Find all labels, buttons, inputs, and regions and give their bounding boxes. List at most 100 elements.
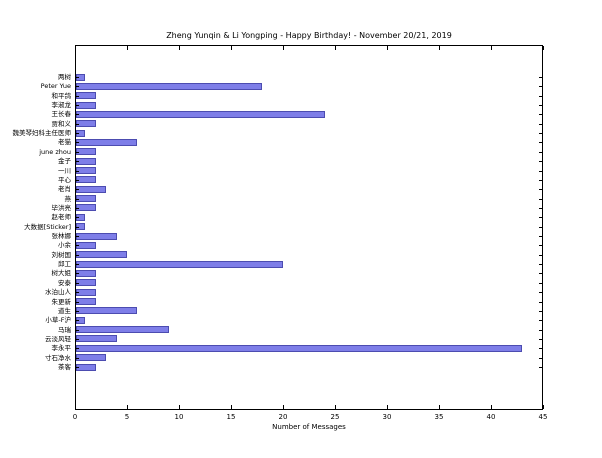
y-tick-right (539, 301, 542, 303)
y-tick-right (539, 273, 542, 275)
y-tick-left (76, 189, 79, 191)
y-tick-left (76, 198, 79, 200)
y-tick-label: 老肖 (58, 185, 71, 194)
y-tick-left (76, 357, 79, 359)
x-tick-label: 15 (226, 413, 236, 421)
y-tick-label: 朱更新 (51, 297, 72, 306)
y-tick-left (76, 254, 79, 256)
x-tick-top (439, 46, 440, 50)
y-tick-label: 燕 (64, 194, 72, 203)
y-tick-left (76, 207, 79, 209)
y-tick-left (76, 264, 79, 266)
x-tick-label: 10 (174, 413, 184, 421)
y-tick-left (76, 179, 79, 181)
bar-29 (76, 335, 117, 343)
x-tick-bottom (179, 405, 180, 409)
y-tick-right (539, 236, 542, 238)
bar-26 (76, 307, 138, 315)
y-tick-label: 平心 (58, 175, 71, 184)
y-tick-left (76, 236, 79, 238)
y-tick-label: june zhou (39, 147, 71, 156)
y-tick-left (76, 142, 79, 144)
bar-13 (76, 185, 107, 193)
y-tick-left (76, 338, 79, 340)
y-tick-label: 邱工 (58, 260, 71, 269)
y-tick-right (539, 245, 542, 247)
y-tick-label: 老猫 (58, 138, 71, 147)
y-tick-left (76, 151, 79, 153)
y-tick-right (539, 123, 542, 125)
bar-21 (76, 260, 283, 268)
y-tick-left (76, 170, 79, 172)
x-tick-label: 35 (434, 413, 444, 421)
x-tick-top (491, 46, 492, 50)
x-tick-top (75, 46, 76, 50)
y-tick-right (539, 170, 542, 172)
y-tick-left (76, 273, 79, 275)
y-tick-left (76, 320, 79, 322)
bar-2 (76, 82, 263, 90)
x-tick-bottom (283, 405, 284, 409)
chart-title: Zheng Yunqin & Li Yongping - Happy Birth… (166, 31, 452, 40)
y-tick-left (76, 282, 79, 284)
x-tick-bottom (231, 405, 232, 409)
y-tick-label: 王长春 (51, 110, 72, 119)
x-tick-label: 30 (382, 413, 392, 421)
y-tick-label: 小余 (58, 241, 71, 250)
y-tick-right (539, 161, 542, 163)
x-tick-label: 40 (486, 413, 496, 421)
y-tick-label: 赵老师 (51, 213, 72, 222)
y-tick-label: 大数据[Sticker] (24, 222, 71, 231)
y-tick-label: 两树 (58, 73, 71, 81)
y-tick-label: 魏美琴妇科主任医师 (12, 129, 72, 138)
y-tick-left (76, 161, 79, 163)
x-tick-top (283, 46, 284, 50)
y-tick-left (76, 217, 79, 219)
y-tick-left (76, 133, 79, 135)
x-tick-bottom (75, 405, 76, 409)
y-tick-right (539, 189, 542, 191)
bar-20 (76, 251, 127, 259)
bar-18 (76, 232, 117, 240)
y-tick-label: 张林娜 (51, 232, 72, 241)
x-tick-bottom (543, 405, 544, 409)
y-tick-left (76, 226, 79, 228)
y-tick-right (539, 151, 542, 153)
y-tick-left (76, 105, 79, 107)
y-tick-right (539, 338, 542, 340)
y-tick-label: 李永平 (51, 344, 72, 353)
y-tick-right (539, 217, 542, 219)
y-tick-right (539, 254, 542, 256)
bar-5 (76, 110, 325, 118)
y-tick-right (539, 264, 542, 266)
y-tick-right (539, 198, 542, 200)
y-tick-right (539, 179, 542, 181)
x-tick-label: 20 (278, 413, 288, 421)
x-tick-label: 45 (538, 413, 548, 421)
y-tick-left (76, 367, 79, 368)
y-tick-label: 道生 (58, 306, 71, 315)
x-tick-top (127, 46, 128, 50)
y-tick-label: 茶客 (58, 363, 71, 371)
y-tick-right (539, 357, 542, 359)
y-tick-left (76, 86, 79, 88)
x-tick-label: 5 (124, 413, 130, 421)
y-tick-right (539, 320, 542, 322)
y-tick-left (76, 114, 79, 116)
x-tick-label: 0 (72, 413, 78, 421)
y-tick-label: 毕洪亮 (51, 203, 72, 212)
y-tick-right (539, 207, 542, 209)
y-tick-left (76, 95, 79, 97)
y-tick-right (539, 105, 542, 107)
y-tick-label: 一川 (58, 166, 71, 175)
x-axis-label: Number of Messages (272, 423, 346, 431)
y-tick-right (539, 133, 542, 135)
x-tick-bottom (491, 405, 492, 409)
y-tick-right (539, 114, 542, 116)
y-tick-right (539, 348, 542, 350)
y-tick-right (539, 86, 542, 88)
y-tick-label: 安泰 (58, 278, 71, 287)
x-tick-top (335, 46, 336, 50)
y-tick-label: 树大姐 (51, 269, 72, 278)
